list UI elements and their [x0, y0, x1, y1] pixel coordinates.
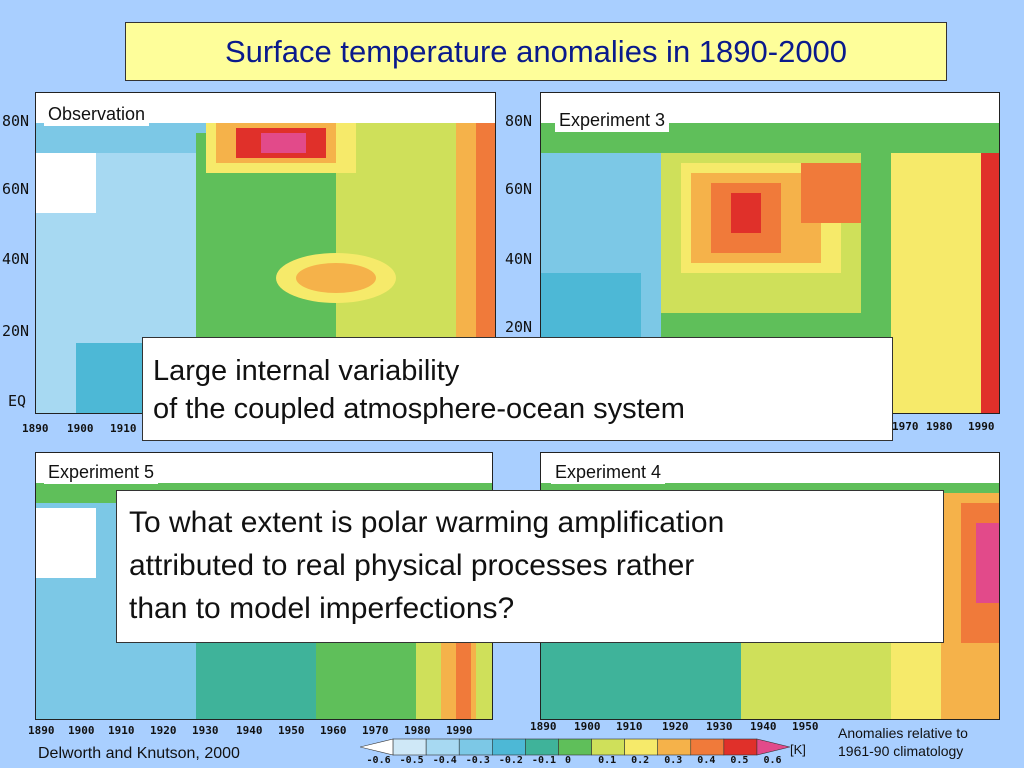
- slide-title: Surface temperature anomalies in 1890-20…: [125, 22, 947, 81]
- ytick-obs-20n: 20N: [2, 322, 30, 340]
- xtick-exp5-1940: 1940: [236, 724, 263, 737]
- xtick-obs-1910: 1910: [110, 422, 137, 435]
- xtick-exp5-1890: 1890: [28, 724, 55, 737]
- callout-question-line2: attributed to real physical processes ra…: [129, 549, 695, 582]
- xtick-exp5-1950: 1950: [278, 724, 305, 737]
- panel-label-experiment-3: Experiment 3: [555, 109, 670, 132]
- ytick-exp3-40n: 40N: [505, 250, 533, 268]
- slide-title-text: Surface temperature anomalies in 1890-20…: [224, 33, 848, 69]
- colorbar-unit: [K]: [790, 742, 806, 757]
- ytick-exp3-60n: 60N: [505, 180, 533, 198]
- colorbar: [360, 738, 790, 756]
- xtick-exp3-1990: 1990: [968, 420, 995, 433]
- callout-question-line1: To what extent is polar warming amplific…: [129, 506, 725, 539]
- xtick-exp5-1900: 1900: [68, 724, 95, 737]
- colorbar-tick-label: -0.2: [498, 755, 523, 766]
- colorbar-tick-label: 0.5: [730, 755, 749, 766]
- colorbar-tick-label: 0.4: [697, 755, 716, 766]
- anomaly-note-line1: Anomalies relative to: [838, 725, 968, 741]
- xtick-exp3-1980: 1980: [926, 420, 953, 433]
- panel-label-experiment-4: Experiment 4: [551, 461, 666, 484]
- colorbar-cell: [756, 738, 790, 756]
- ytick-obs-eq: EQ: [8, 392, 27, 410]
- colorbar-tick-label: 0.3: [664, 755, 683, 766]
- xtick-exp5-1970: 1970: [362, 724, 389, 737]
- colorbar-tick-label: -0.1: [531, 755, 557, 766]
- colorbar-tick-label: 0.6: [763, 755, 782, 766]
- anomaly-note: Anomalies relative to 1961-90 climatolog…: [838, 724, 968, 760]
- colorbar-cell: [558, 738, 592, 756]
- colorbar-tick-label: -0.5: [399, 755, 424, 766]
- callout-question-line3: than to model imperfections?: [129, 592, 515, 625]
- xtick-exp4-1930: 1930: [706, 720, 733, 733]
- xtick-exp4-1900: 1900: [574, 720, 601, 733]
- colorbar-tick-label: -0.6: [366, 755, 391, 766]
- xtick-exp4-1950: 1950: [792, 720, 819, 733]
- ytick-obs-60n: 60N: [2, 180, 30, 198]
- xtick-exp5-1980: 1980: [404, 724, 431, 737]
- callout-variability: Large internal variability of the couple…: [142, 337, 893, 441]
- colorbar-cell: [458, 738, 493, 756]
- callout-question: To what extent is polar warming amplific…: [116, 490, 944, 643]
- xtick-exp4-1910: 1910: [616, 720, 643, 733]
- colorbar-cell: [525, 738, 559, 756]
- xtick-exp5-1930: 1930: [192, 724, 219, 737]
- colorbar-cell: [425, 738, 460, 756]
- xtick-exp5-1910: 1910: [108, 724, 135, 737]
- ytick-obs-40n: 40N: [2, 250, 30, 268]
- xtick-obs-1900: 1900: [67, 422, 94, 435]
- xtick-obs-1890: 1890: [22, 422, 49, 435]
- xtick-exp4-1920: 1920: [662, 720, 689, 733]
- colorbar-cell: [690, 738, 725, 756]
- colorbar-cell: [360, 738, 394, 756]
- colorbar-cell: [624, 738, 658, 756]
- colorbar-cell: [723, 738, 758, 756]
- ytick-exp3-80n: 80N: [505, 112, 533, 130]
- xtick-exp5-1990: 1990: [446, 724, 473, 737]
- colorbar-tick-label: 0.2: [631, 755, 650, 766]
- xtick-exp4-1890: 1890: [530, 720, 557, 733]
- colorbar-tick-label: 0: [565, 755, 572, 766]
- xtick-exp5-1920: 1920: [150, 724, 177, 737]
- colorbar-tick-label: 0.1: [598, 755, 617, 766]
- panel-label-observation: Observation: [44, 103, 150, 126]
- panel-label-experiment-5: Experiment 5: [44, 461, 159, 484]
- citation: Delworth and Knutson, 2000: [38, 745, 240, 762]
- xtick-exp3-1970: 1970: [892, 420, 919, 433]
- xtick-exp4-1940: 1940: [750, 720, 777, 733]
- colorbar-cell: [591, 738, 625, 756]
- colorbar-cell: [657, 738, 692, 756]
- colorbar-cell: [392, 738, 427, 756]
- colorbar-cell: [492, 738, 526, 756]
- callout-variability-line2: of the coupled atmosphere-ocean system: [153, 393, 685, 425]
- anomaly-note-line2: 1961-90 climatology: [838, 743, 964, 759]
- callout-variability-line1: Large internal variability: [153, 355, 460, 387]
- ytick-obs-80n: 80N: [2, 112, 30, 130]
- colorbar-tick-label: -0.3: [465, 755, 490, 766]
- ytick-exp3-20n: 20N: [505, 318, 533, 336]
- xtick-exp5-1960: 1960: [320, 724, 347, 737]
- colorbar-tick-label: -0.4: [432, 755, 457, 766]
- colorbar-labels: -0.6 -0.5 -0.4 -0.3 -0.2 -0.1 0 0.1 0.2 0.3 0.4 0.5…: [360, 755, 790, 768]
